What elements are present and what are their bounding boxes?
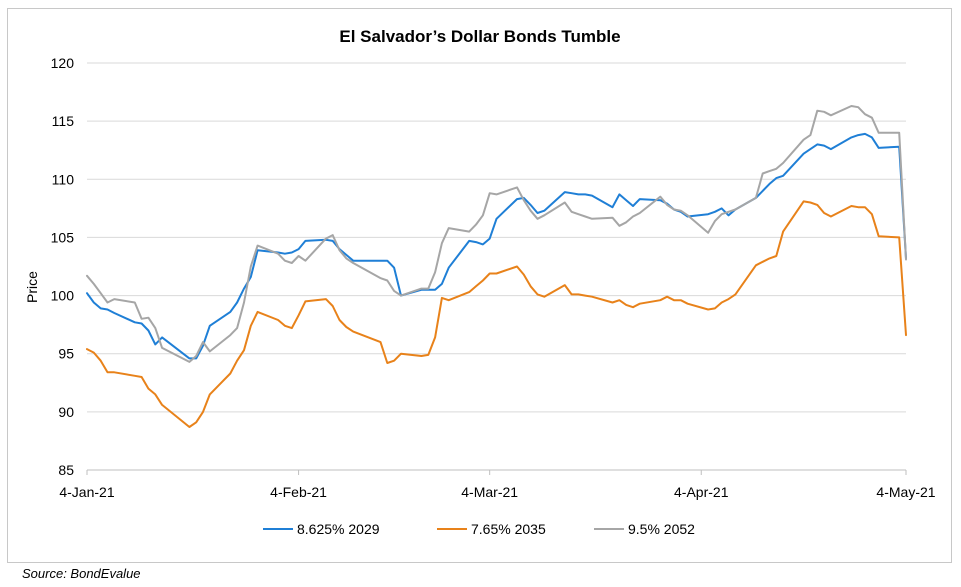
y-tick-label: 90 [58,404,74,420]
legend: 8.625% 2029 7.65% 2035 9.5% 2052 [263,521,695,537]
gridlines [87,62,906,471]
chart-title: El Salvador’s Dollar Bonds Tumble [339,27,620,46]
x-tick-label: 4-May-21 [876,484,935,500]
y-tick-label: 115 [52,113,75,129]
y-tick-label: 105 [51,229,75,245]
y-tick-label: 95 [58,346,74,362]
x-tick-label: 4-Mar-21 [461,484,518,500]
y-tick-label: 110 [52,171,75,187]
x-tick-labels: 4-Jan-21 4-Feb-21 4-Mar-21 4-Apr-21 4-May-21 [59,470,936,500]
y-tick-label: 120 [51,55,75,71]
series-line-2 [86,200,907,428]
y-axis-label: Price [24,271,40,303]
legend-label: 7.65% 2035 [471,521,546,537]
source-note: Source: BondEvalue [22,566,141,581]
series-line-3 [86,105,907,363]
y-tick-labels: 85 90 95 100 105 110 115 120 [51,55,75,478]
x-tick-label: 4-Apr-21 [674,484,729,500]
legend-label: 8.625% 2029 [297,521,380,537]
series-line-1 [86,132,907,360]
series-lines [86,105,907,428]
y-tick-label: 85 [58,462,74,478]
x-tick-label: 4-Jan-21 [59,484,114,500]
chart-frame [7,8,952,563]
legend-label: 9.5% 2052 [628,521,695,537]
x-tick-label: 4-Feb-21 [270,484,327,500]
y-tick-label: 100 [51,288,75,304]
